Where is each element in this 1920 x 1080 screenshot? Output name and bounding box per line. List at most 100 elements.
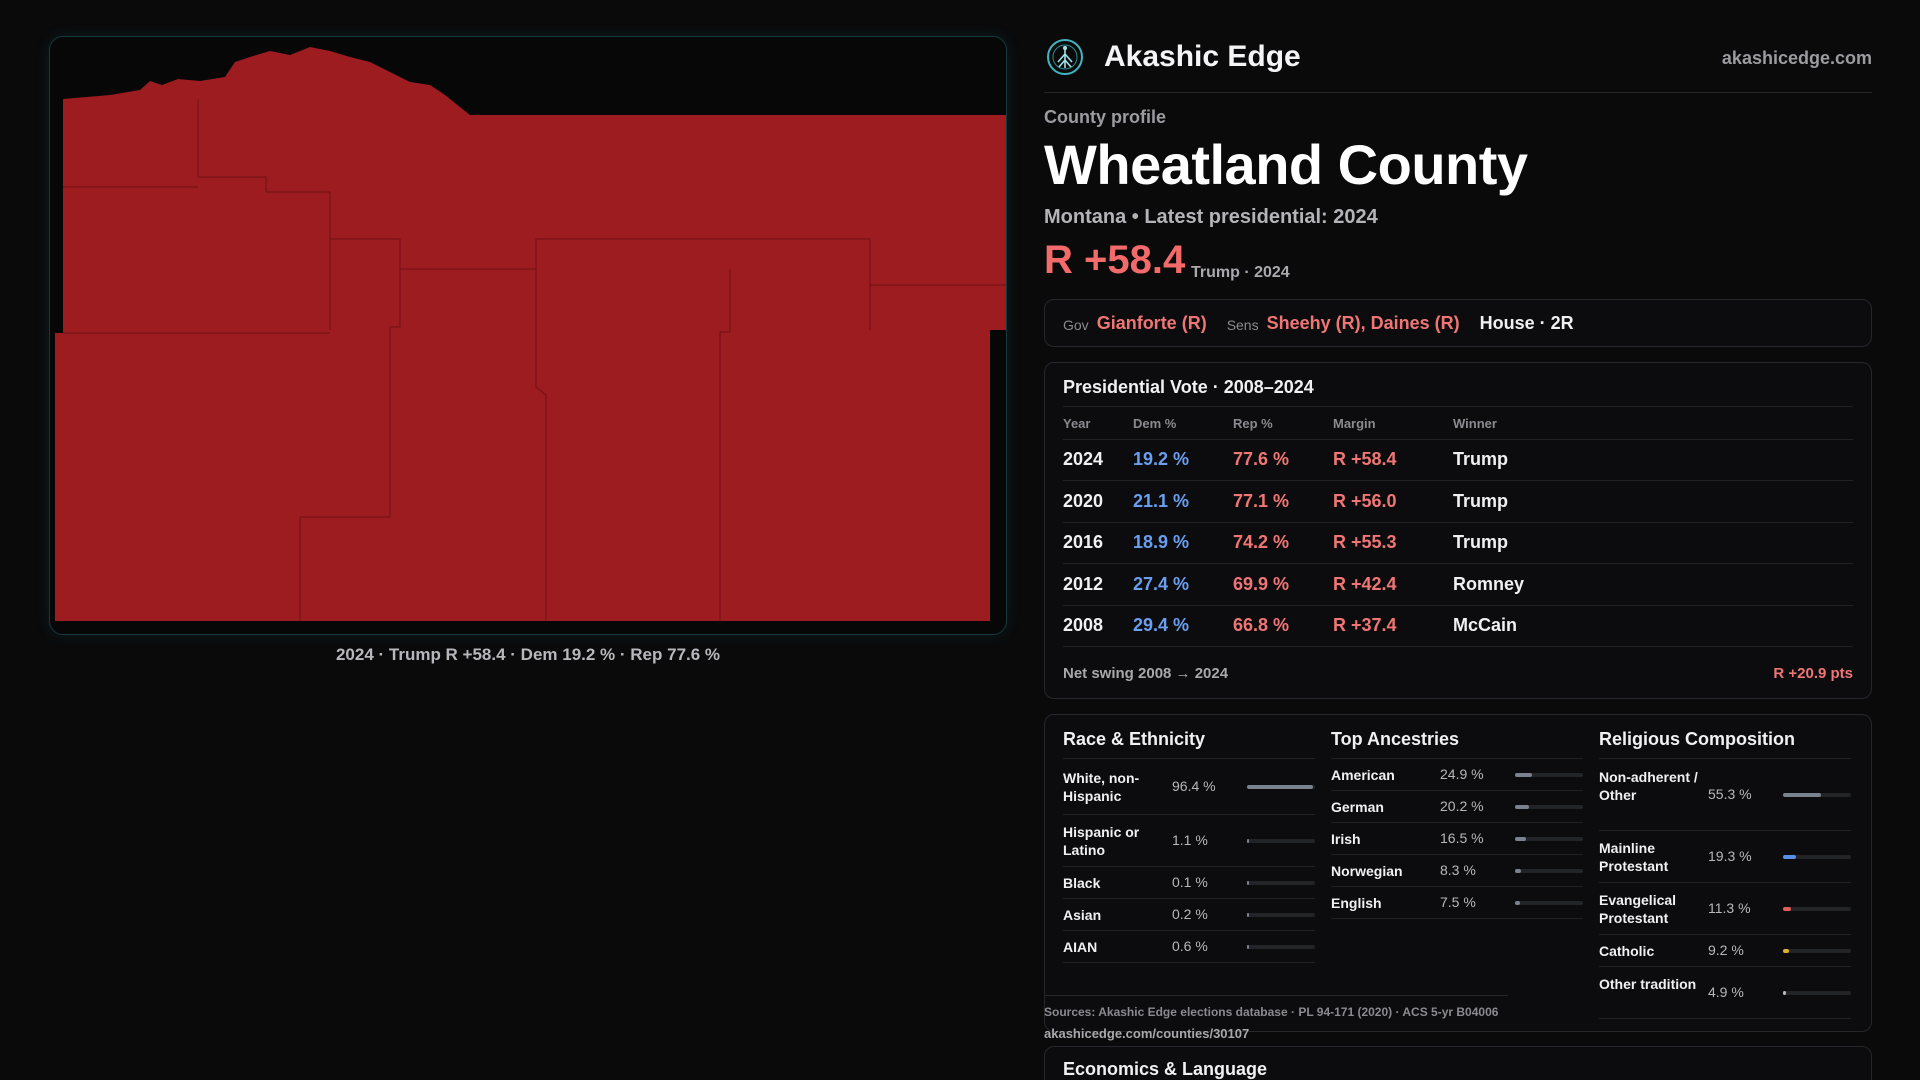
cell-dem: 18.9 % <box>1133 532 1190 552</box>
profile-subtitle: Montana • Latest presidential: 2024 <box>1044 206 1378 228</box>
percent-bar <box>1515 869 1583 873</box>
list-item-label: Catholic <box>1599 943 1655 959</box>
percent-bar-fill <box>1247 913 1250 917</box>
percent-bar-fill <box>1247 881 1250 885</box>
sources-divider <box>1044 995 1508 996</box>
col-margin: Margin <box>1333 416 1376 431</box>
list-item: Hispanic or Latino 1.1 % <box>1063 815 1315 867</box>
cell-year: 2008 <box>1063 615 1104 635</box>
county-map[interactable] <box>49 36 1007 635</box>
list-item-percent: 1.1 % <box>1172 832 1208 848</box>
percent-bar-fill <box>1515 805 1529 809</box>
cell-winner: Trump <box>1453 490 1509 511</box>
percent-bar <box>1783 949 1851 953</box>
cell-rep: 66.8 % <box>1233 615 1290 635</box>
cell-rep: 74.2 % <box>1233 532 1290 552</box>
list-item-percent: 0.6 % <box>1172 938 1208 954</box>
list-item: Other tradition 4.9 % <box>1599 967 1851 1019</box>
list-item-percent: 24.9 % <box>1440 766 1484 782</box>
ancestry-title: Top Ancestries <box>1331 729 1583 759</box>
percent-bar-fill <box>1783 949 1790 953</box>
cell-margin: R +58.4 <box>1333 449 1397 469</box>
list-item: Irish 16.5 % <box>1331 823 1583 855</box>
percent-bar <box>1783 907 1851 911</box>
ancestry-list: American 24.9 % German 20.2 % Irish 16.5 % Nor… <box>1331 759 1583 919</box>
sources-url[interactable]: akashicedge.com/counties/30107 <box>1044 1026 1250 1041</box>
percent-bar-fill <box>1783 991 1787 995</box>
religion-column: Religious Composition Non-adherent / Oth… <box>1599 729 1851 1019</box>
col-dem: Dem % <box>1133 416 1177 431</box>
list-item-percent: 19.3 % <box>1708 848 1752 864</box>
cell-dem: 19.2 % <box>1133 449 1190 469</box>
cell-rep: 77.1 % <box>1233 490 1290 511</box>
table-row[interactable]: 2008 29.4 % 66.8 % R +37.4 McCain <box>1063 606 1853 647</box>
cell-winner: Trump <box>1453 449 1509 469</box>
latest-margin: R +58.4 <box>1044 238 1186 282</box>
list-item-percent: 16.5 % <box>1440 830 1484 846</box>
economics-title: Economics & Language <box>1063 1059 1268 1079</box>
list-item: Catholic 9.2 % <box>1599 935 1851 967</box>
percent-bar-fill <box>1783 855 1797 859</box>
gov-label: Gov <box>1063 317 1089 333</box>
percent-bar <box>1783 855 1851 859</box>
site-header: Akashic Edge akashicedge.com <box>1044 36 1872 93</box>
list-item: American 24.9 % <box>1331 759 1583 791</box>
presidential-table-header: Year Dem % Rep % Margin Winner <box>1063 406 1853 440</box>
list-item-label: Non-adherent / Other <box>1599 769 1698 803</box>
list-item: Norwegian 8.3 % <box>1331 855 1583 887</box>
sens-label: Sens <box>1226 317 1259 333</box>
profile-eyebrow: County profile <box>1044 107 1166 127</box>
ancestry-column: Top Ancestries American 24.9 % German 20.2 … <box>1331 729 1583 919</box>
cell-margin: R +42.4 <box>1333 573 1397 594</box>
percent-bar <box>1515 805 1583 809</box>
list-item-percent: 11.3 % <box>1708 900 1751 916</box>
cell-winner: McCain <box>1453 615 1518 635</box>
list-item: Black 0.1 % <box>1063 867 1315 899</box>
map-caption: 2024 · Trump R +58.4 · Dem 19.2 % · Rep … <box>335 645 721 664</box>
list-item-percent: 0.2 % <box>1172 906 1208 922</box>
cell-winner: Trump <box>1453 532 1509 552</box>
percent-bar-fill <box>1783 793 1821 797</box>
cell-year: 2012 <box>1063 573 1104 594</box>
list-item: German 20.2 % <box>1331 791 1583 823</box>
cell-year: 2020 <box>1063 490 1104 511</box>
latest-margin-note: Trump · 2024 <box>1191 264 1290 281</box>
subdivision-lines <box>63 99 1006 621</box>
cell-year: 2016 <box>1063 532 1104 552</box>
site-domain-link[interactable]: akashicedge.com <box>1721 48 1872 68</box>
list-item-percent: 96.4 % <box>1172 778 1216 794</box>
officials-bar: Gov Gianforte (R) Sens Sheehy (R), Daine… <box>1044 299 1872 347</box>
percent-bar <box>1247 945 1315 949</box>
cell-winner: Romney <box>1453 573 1525 594</box>
county-shape[interactable] <box>55 47 1007 621</box>
percent-bar <box>1515 901 1583 905</box>
list-item: Evangelical Protestant 11.3 % <box>1599 883 1851 935</box>
list-item: AIAN 0.6 % <box>1063 931 1315 963</box>
cell-margin: R +37.4 <box>1333 615 1397 635</box>
percent-bar-fill <box>1515 901 1521 905</box>
table-row[interactable]: 2012 27.4 % 69.9 % R +42.4 Romney <box>1063 565 1853 606</box>
percent-bar <box>1247 913 1315 917</box>
table-row[interactable]: 2020 21.1 % 77.1 % R +56.0 Trump <box>1063 482 1853 523</box>
list-item-percent: 4.9 % <box>1708 984 1744 1000</box>
cell-dem: 29.4 % <box>1133 615 1190 635</box>
list-item-percent: 9.2 % <box>1708 942 1744 958</box>
race-list: White, non-Hispanic 96.4 % Hispanic or Lat… <box>1063 759 1315 963</box>
list-item-label: Black <box>1063 875 1101 891</box>
list-item: Non-adherent / Other 55.3 % <box>1599 759 1851 831</box>
list-item-label: American <box>1331 767 1395 783</box>
table-row[interactable]: 2024 19.2 % 77.6 % R +58.4 Trump <box>1063 440 1853 481</box>
percent-bar <box>1783 991 1851 995</box>
list-item-label: Hispanic or Latino <box>1063 824 1140 858</box>
percent-bar <box>1515 773 1583 777</box>
tree-of-life-icon[interactable] <box>1046 38 1084 76</box>
list-item-label: Norwegian <box>1331 863 1403 879</box>
list-item: English 7.5 % <box>1331 887 1583 919</box>
percent-bar-fill <box>1247 839 1250 843</box>
brand-name[interactable]: Akashic Edge <box>1104 40 1301 73</box>
sources-text: Sources: Akashic Edge elections database… <box>1044 1005 1499 1019</box>
table-row[interactable]: 2016 18.9 % 74.2 % R +55.3 Trump <box>1063 523 1853 564</box>
list-item-label: AIAN <box>1063 939 1098 955</box>
percent-bar-fill <box>1783 907 1791 911</box>
county-map-svg <box>55 47 1007 621</box>
